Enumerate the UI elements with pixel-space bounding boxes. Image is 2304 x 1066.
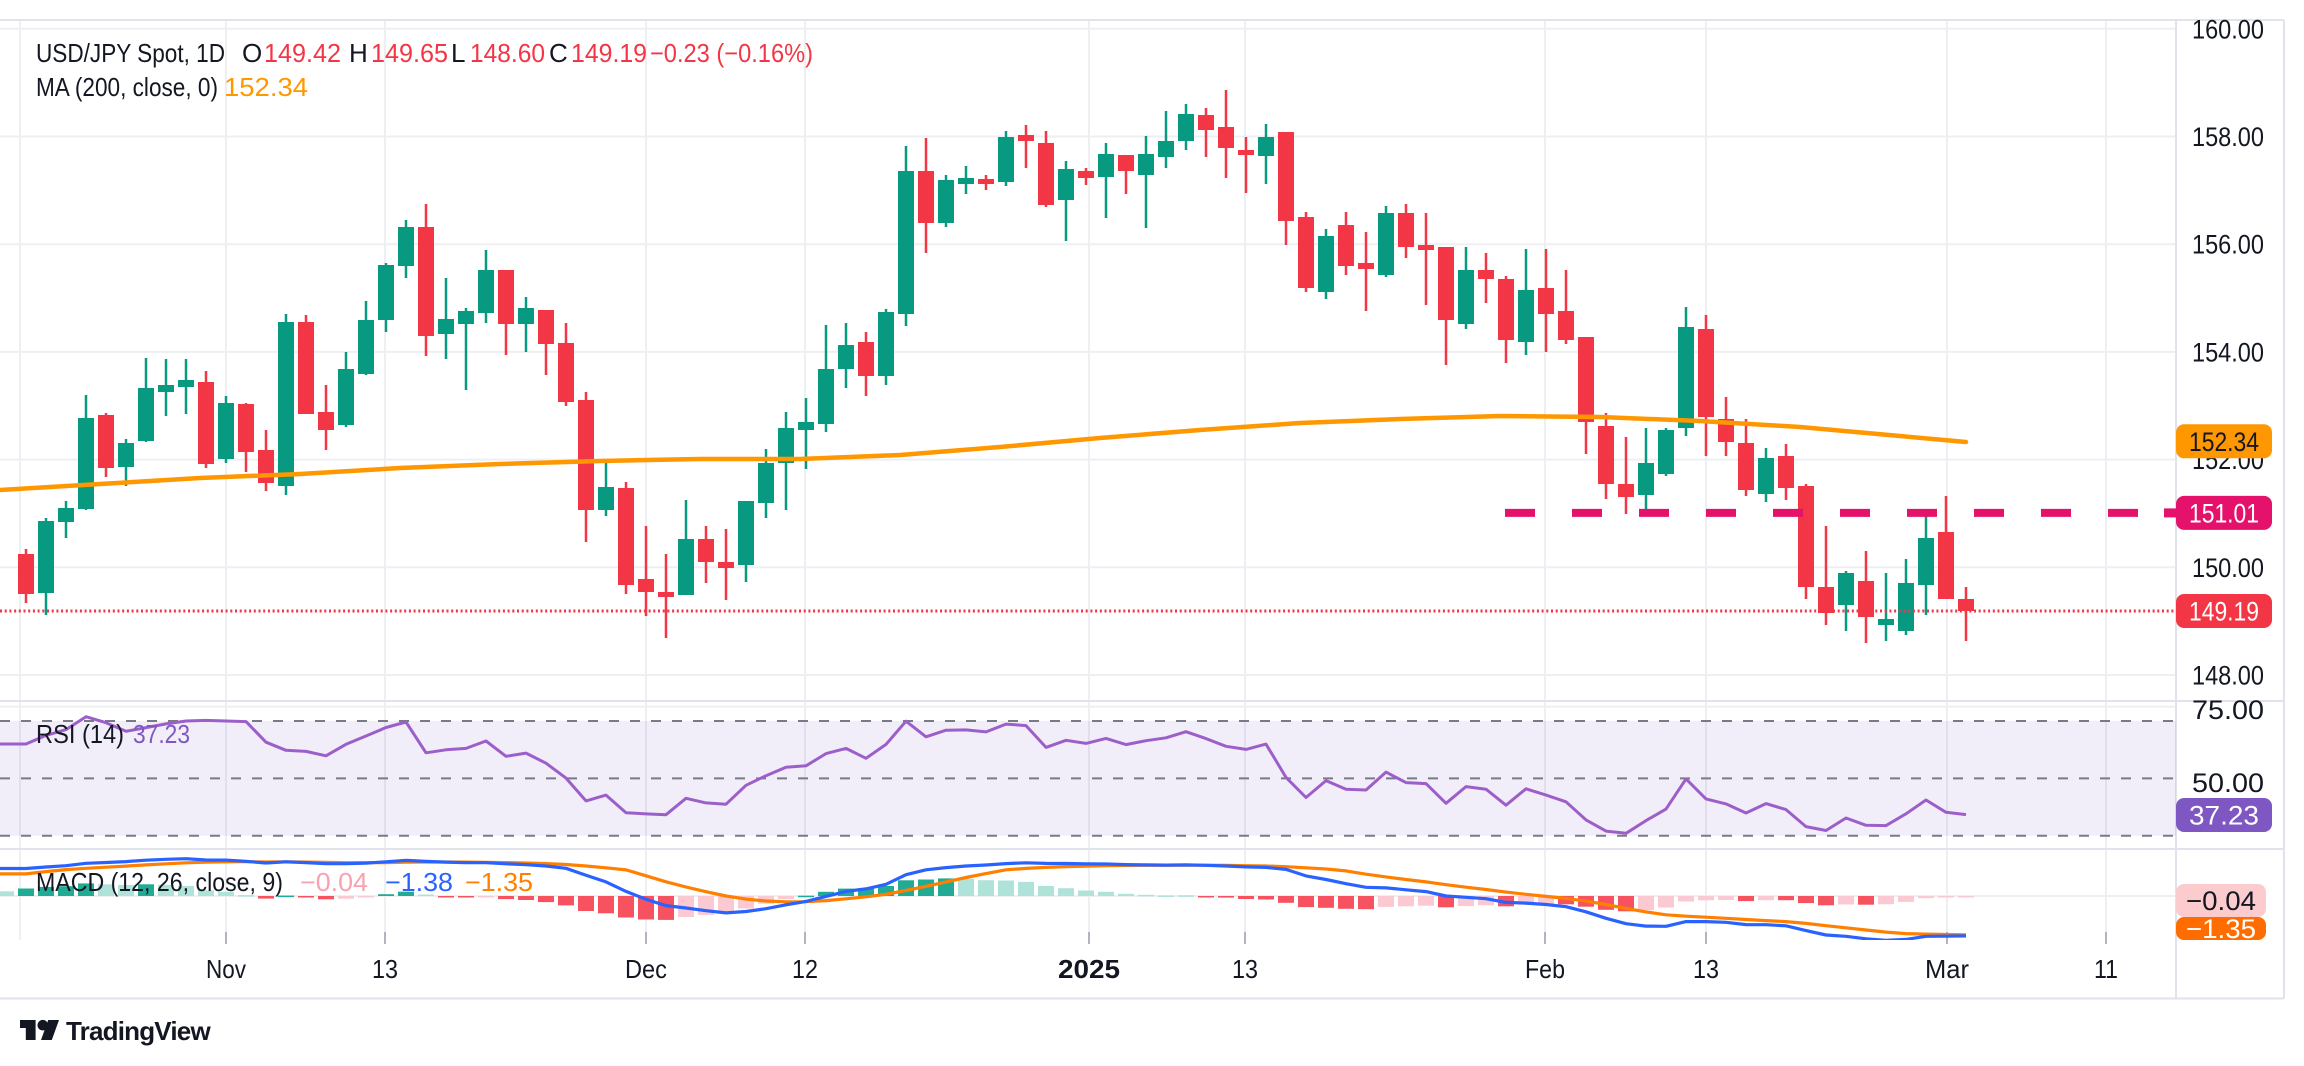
svg-text:Mar: Mar bbox=[1925, 954, 1969, 984]
svg-text:MACD (12, 26, close, 9): MACD (12, 26, close, 9) bbox=[36, 867, 283, 897]
svg-text:H: H bbox=[349, 38, 368, 68]
svg-text:−1.35: −1.35 bbox=[2186, 914, 2256, 944]
svg-text:151.01: 151.01 bbox=[2189, 498, 2259, 528]
svg-text:2025: 2025 bbox=[1058, 954, 1120, 984]
svg-text:156.00: 156.00 bbox=[2192, 230, 2264, 260]
svg-text:Dec: Dec bbox=[625, 954, 667, 984]
svg-text:−1.35: −1.35 bbox=[465, 867, 533, 897]
svg-text:152.34: 152.34 bbox=[2189, 427, 2259, 457]
svg-text:149.42: 149.42 bbox=[264, 38, 341, 68]
svg-text:148.60: 148.60 bbox=[470, 38, 545, 68]
svg-text:50.00: 50.00 bbox=[2192, 768, 2264, 798]
svg-text:160.00: 160.00 bbox=[2192, 14, 2264, 44]
svg-text:Feb: Feb bbox=[1525, 954, 1565, 984]
svg-text:152.34: 152.34 bbox=[224, 72, 308, 102]
svg-text:Nov: Nov bbox=[206, 954, 246, 984]
svg-text:L: L bbox=[451, 38, 465, 68]
svg-text:13: 13 bbox=[372, 954, 398, 984]
svg-text:−0.04: −0.04 bbox=[300, 867, 368, 897]
svg-text:−0.23 (−0.16%): −0.23 (−0.16%) bbox=[650, 38, 813, 68]
svg-text:150.00: 150.00 bbox=[2192, 553, 2264, 583]
svg-text:RSI (14): RSI (14) bbox=[36, 719, 124, 749]
svg-text:37.23: 37.23 bbox=[133, 719, 190, 749]
svg-text:USD/JPY Spot, 1D: USD/JPY Spot, 1D bbox=[36, 38, 225, 68]
svg-text:C: C bbox=[549, 38, 568, 68]
svg-text:149.19: 149.19 bbox=[2189, 597, 2259, 627]
svg-text:149.19: 149.19 bbox=[571, 38, 647, 68]
svg-text:75.00: 75.00 bbox=[2192, 695, 2264, 725]
svg-text:37.23: 37.23 bbox=[2189, 801, 2259, 831]
svg-text:−1.38: −1.38 bbox=[385, 867, 453, 897]
svg-text:154.00: 154.00 bbox=[2192, 337, 2264, 367]
svg-text:149.65: 149.65 bbox=[371, 38, 448, 68]
svg-text:148.00: 148.00 bbox=[2192, 661, 2264, 691]
svg-text:−0.04: −0.04 bbox=[2186, 886, 2256, 916]
svg-text:158.00: 158.00 bbox=[2192, 122, 2264, 152]
svg-text:12: 12 bbox=[792, 954, 818, 984]
svg-text:MA (200, close, 0): MA (200, close, 0) bbox=[36, 72, 218, 102]
svg-text:TradingView: TradingView bbox=[66, 1016, 211, 1046]
svg-text:O: O bbox=[242, 38, 262, 68]
svg-text:11: 11 bbox=[2094, 954, 2118, 984]
svg-text:13: 13 bbox=[1232, 954, 1258, 984]
svg-text:13: 13 bbox=[1693, 954, 1719, 984]
